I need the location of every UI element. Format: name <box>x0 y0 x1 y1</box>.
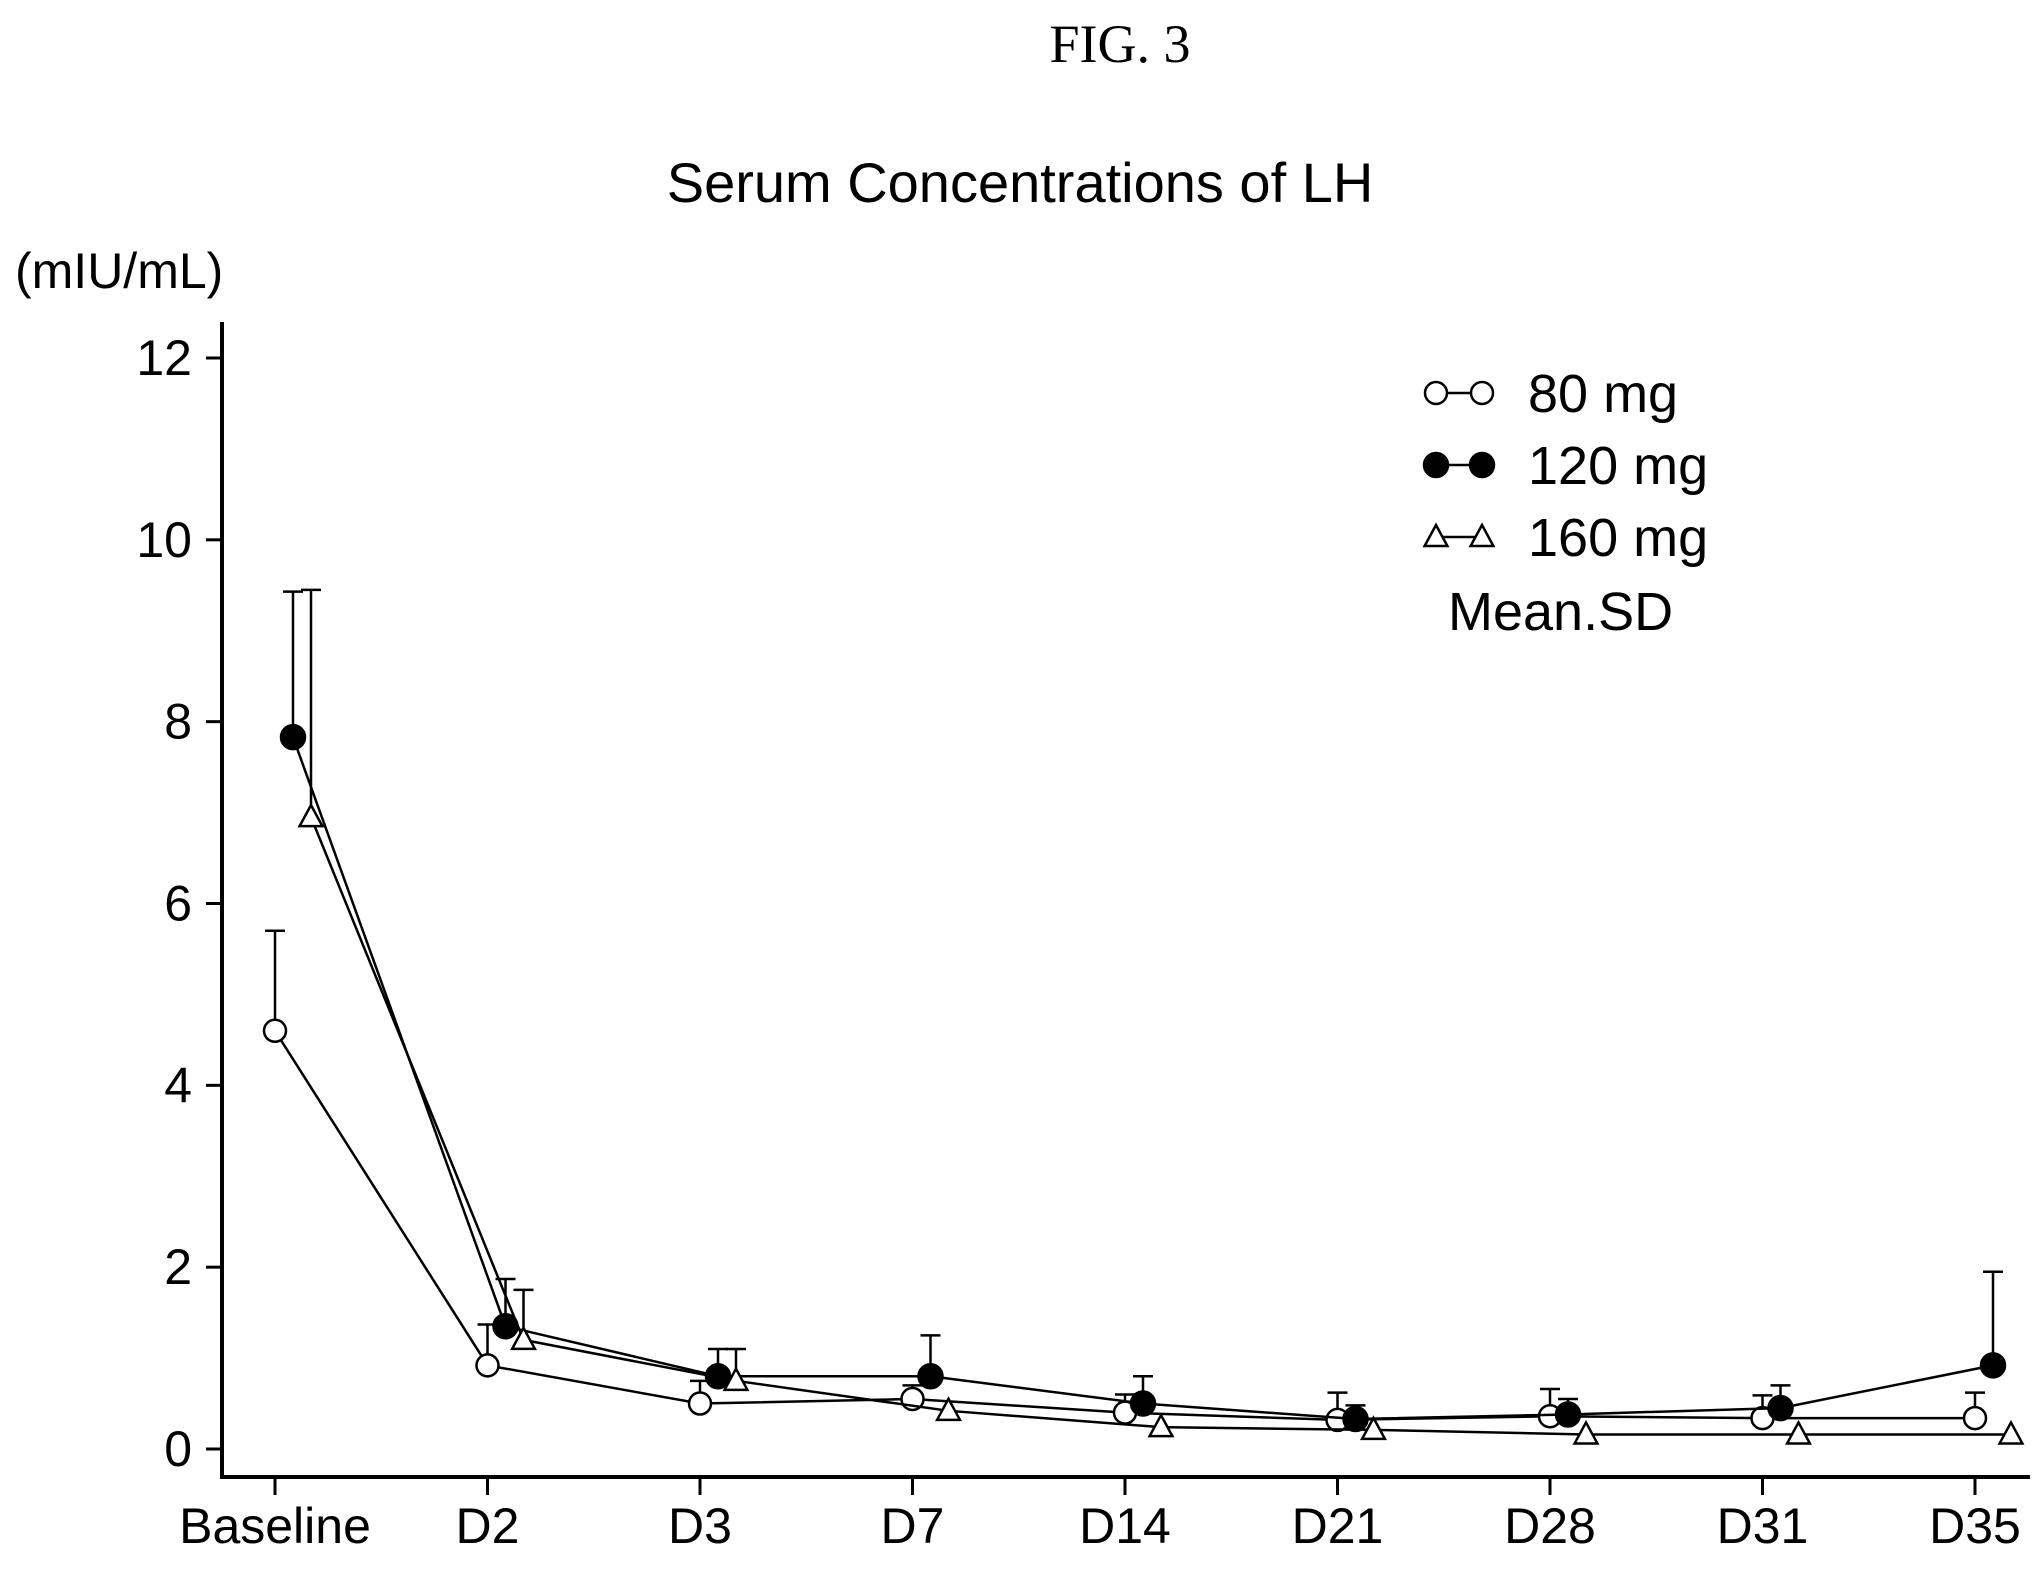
legend-marker <box>1422 451 1450 479</box>
y-tick-label: 4 <box>164 1057 192 1113</box>
y-tick-label: 0 <box>164 1421 192 1477</box>
data-point <box>262 1018 288 1044</box>
data-point <box>297 802 325 828</box>
series-line <box>309 816 2011 1436</box>
series-160mg <box>297 588 2025 1445</box>
data-point <box>917 1363 944 1390</box>
y-tick-label: 10 <box>136 512 192 568</box>
legend-marker <box>1423 380 1449 406</box>
series-line <box>273 1030 1975 1422</box>
data-point <box>1359 1415 1388 1441</box>
x-tick-label: D35 <box>1929 1498 2021 1554</box>
data-point <box>1554 1401 1582 1428</box>
data-point <box>934 1396 963 1422</box>
series-120mg <box>279 590 2007 1433</box>
data-point <box>1962 1405 1988 1431</box>
figure-label: FIG. 3 <box>1049 14 1190 74</box>
chart-title: Serum Concentrations of LH <box>667 151 1374 214</box>
legend-marker <box>1468 522 1496 548</box>
data-point <box>1767 1394 1794 1422</box>
x-tick-label: D31 <box>1717 1498 1809 1554</box>
data-point <box>1129 1390 1157 1417</box>
x-tick-label: D14 <box>1079 1498 1171 1554</box>
legend: 80 mg 120 mg 160 mg Mean.SD <box>1422 364 1708 642</box>
axes: 0 2 4 6 8 10 12 Baseline D2 D3 D7 D14 D21 D28 D31 D35 <box>136 322 2030 1554</box>
data-point <box>1147 1412 1175 1438</box>
y-tick-label: 6 <box>164 876 192 932</box>
x-tick-label: D7 <box>881 1498 945 1554</box>
legend-label-120mg: 120 mg <box>1528 436 1708 496</box>
legend-note: Mean.SD <box>1448 582 1673 642</box>
legend-label-160mg: 160 mg <box>1528 508 1708 568</box>
data-point <box>1979 1352 2007 1379</box>
legend-marker <box>1468 451 1496 479</box>
data-point <box>687 1391 713 1416</box>
data-point <box>1342 1405 1369 1433</box>
data-point <box>509 1325 538 1351</box>
data-point <box>1997 1419 2025 1445</box>
x-tick-label: D28 <box>1504 1498 1596 1554</box>
data-point <box>1572 1419 1600 1445</box>
series-layer <box>262 588 2025 1445</box>
legend-marker <box>1422 522 1450 548</box>
legend-marker <box>1469 380 1495 406</box>
data-point <box>279 723 307 751</box>
x-tick-label: Baseline <box>179 1498 371 1554</box>
legend-label-80mg: 80 mg <box>1528 364 1678 424</box>
data-point <box>1784 1419 1813 1445</box>
data-point <box>722 1366 750 1392</box>
series-line <box>291 736 1994 1421</box>
series-80mg <box>262 929 1988 1433</box>
x-tick-label: D21 <box>1292 1498 1384 1554</box>
legend-markers <box>1422 380 1496 548</box>
y-tick-label: 8 <box>164 694 192 750</box>
data-point <box>475 1353 500 1378</box>
x-tick-label: D2 <box>456 1498 520 1554</box>
x-tick-label: D3 <box>668 1498 732 1554</box>
y-tick-label: 12 <box>136 330 192 386</box>
y-tick-label: 2 <box>164 1239 192 1295</box>
y-axis-label: (mIU/mL) <box>15 243 223 299</box>
